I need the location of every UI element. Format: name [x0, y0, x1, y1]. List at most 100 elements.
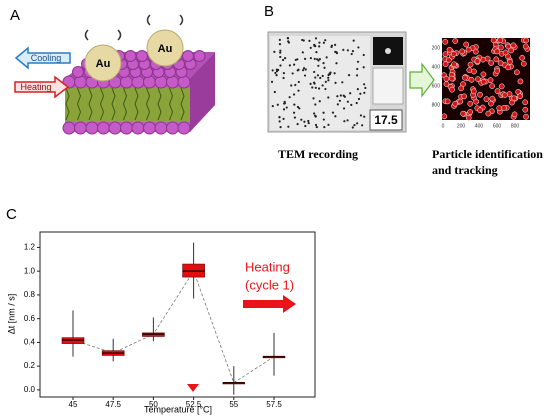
tem-dot: [335, 52, 339, 55]
tem-dot: [286, 37, 290, 40]
tem-dot: [279, 64, 282, 67]
tem-dot: [279, 49, 282, 52]
tem-dot: [287, 125, 290, 128]
tem-dot: [297, 80, 300, 84]
y-tick-label: 1.0: [24, 266, 36, 275]
tem-dot: [357, 46, 360, 49]
fft-spot: [385, 48, 391, 54]
tem-dot: [297, 89, 300, 92]
tem-dot: [282, 72, 285, 75]
tracked-dot: [470, 88, 477, 95]
tracked-dot: [522, 43, 529, 50]
tracked-dot: [483, 96, 490, 103]
lipid-head: [108, 121, 122, 135]
tem-dot: [324, 80, 327, 83]
tem-dot: [334, 50, 337, 53]
tem-dot: [309, 56, 312, 60]
lipid-head: [74, 75, 87, 89]
tem-dot: [293, 116, 297, 119]
lipid-tail: [145, 87, 151, 121]
lipid-head: [120, 75, 133, 89]
tem-dot: [282, 108, 286, 111]
tracked-particles: [441, 37, 531, 121]
tem-dot: [282, 76, 285, 80]
y-tick-label: 0.2: [24, 361, 36, 370]
tracked-dot: [444, 98, 451, 105]
tem-dot: [297, 68, 300, 71]
tem-dot: [318, 45, 321, 48]
tracked-dot: [494, 48, 500, 55]
tracked-dot: [452, 100, 459, 107]
tracked-dot: [494, 68, 501, 74]
panel-label: C: [6, 206, 17, 223]
gold-particle: [84, 44, 122, 82]
tracked-dot: [471, 68, 477, 75]
tem-dot: [363, 91, 366, 94]
tem-dot: [338, 99, 341, 102]
lipid-head: [166, 121, 179, 135]
tracked-dot: [449, 86, 455, 93]
tracked-dot: [467, 61, 474, 68]
tracked-dot: [488, 60, 495, 66]
tem-dot: [361, 124, 364, 127]
tem-dot: [329, 71, 332, 74]
tracked-dot: [487, 77, 494, 84]
time-display: 17.5: [374, 113, 398, 127]
tem-dot: [359, 92, 362, 95]
tick-label: 400: [432, 64, 441, 70]
x-tick-label: 47.5: [105, 400, 121, 409]
tracked-dot: [517, 93, 523, 100]
arrow-cooling: [14, 46, 71, 70]
lipid-head: [154, 121, 168, 135]
tem-dot: [278, 120, 281, 123]
tem-dot: [288, 96, 291, 99]
tem-dot: [270, 80, 274, 83]
plot-frame: [39, 231, 316, 398]
lipid-head: [177, 75, 191, 89]
y-tick-label: 0.0: [24, 385, 36, 394]
tracked-dot: [441, 113, 448, 120]
tem-dot: [355, 74, 359, 77]
tem-dot: [364, 86, 367, 90]
tem-dot: [318, 58, 321, 61]
tem-dot: [271, 104, 274, 108]
tem-dot: [355, 101, 358, 105]
annotation-arrow: [243, 295, 296, 313]
tracked-dot: [507, 58, 513, 65]
tem-dot: [309, 46, 312, 49]
lipid-head: [166, 75, 179, 89]
tem-dot: [317, 64, 320, 67]
tem-dot: [315, 50, 318, 54]
tem-dot: [357, 97, 361, 101]
tracked-dot: [520, 60, 527, 67]
lipid-head: [154, 75, 168, 89]
tracked-dot: [477, 91, 483, 98]
tracked-dot: [448, 75, 455, 82]
tracked-dot: [497, 44, 504, 51]
tracked-dot: [473, 98, 480, 105]
tem-dot: [296, 122, 299, 126]
lipid-head: [131, 121, 145, 135]
x-tick-label: 50: [149, 400, 158, 409]
particle-label: Au: [96, 58, 111, 70]
lipid-head: [143, 121, 156, 135]
tracked-dot: [497, 37, 504, 44]
highlight-marker: [187, 384, 199, 392]
x-axis-label: Temperature [°C]: [144, 404, 212, 414]
lipid-head: [74, 121, 87, 135]
tem-dot: [323, 66, 326, 69]
tem-dot: [342, 107, 346, 110]
tem-dot: [314, 76, 317, 79]
tem-dot: [300, 118, 303, 121]
tem-dot: [334, 81, 337, 84]
tem-dot: [301, 51, 304, 54]
tem-dot: [351, 50, 355, 53]
tem-dot: [275, 68, 278, 71]
cooling-label: Cooling: [31, 53, 62, 63]
tem-dot: [304, 68, 307, 71]
tem-dot: [322, 111, 325, 114]
tem-dot: [335, 62, 338, 65]
x-tick-label: 57.5: [266, 400, 282, 409]
lipid-head: [124, 50, 137, 62]
tem-dot: [273, 90, 276, 94]
